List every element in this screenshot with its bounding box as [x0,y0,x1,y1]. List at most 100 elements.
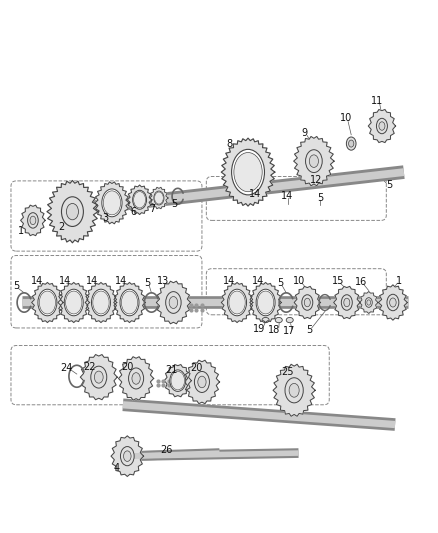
Ellipse shape [39,291,56,314]
Text: 5: 5 [317,192,323,203]
Text: 14: 14 [223,276,235,286]
Ellipse shape [171,372,184,390]
Polygon shape [80,354,117,400]
Ellipse shape [228,291,245,314]
Polygon shape [156,281,190,324]
Ellipse shape [233,152,261,192]
Polygon shape [149,187,168,209]
Text: 18: 18 [268,325,280,335]
Text: 20: 20 [121,362,133,373]
Polygon shape [378,285,406,320]
Polygon shape [21,205,45,236]
Ellipse shape [386,294,398,311]
Ellipse shape [61,197,83,227]
Ellipse shape [92,291,109,314]
Ellipse shape [289,383,298,397]
Ellipse shape [120,447,134,466]
Ellipse shape [286,318,293,322]
Text: 12: 12 [309,175,321,185]
Ellipse shape [343,298,349,307]
Ellipse shape [309,155,318,167]
Ellipse shape [366,300,370,305]
Ellipse shape [301,295,312,310]
Ellipse shape [257,291,273,314]
Ellipse shape [128,368,143,389]
Ellipse shape [123,451,131,462]
Ellipse shape [30,216,36,224]
Ellipse shape [94,371,103,383]
Ellipse shape [304,298,310,307]
Ellipse shape [91,366,106,388]
Text: 15: 15 [331,276,343,286]
Ellipse shape [165,292,181,313]
Ellipse shape [65,291,82,314]
Text: 5: 5 [306,325,312,335]
Text: 5: 5 [385,180,392,190]
Text: 20: 20 [190,364,202,373]
Ellipse shape [28,213,38,228]
Polygon shape [184,360,219,403]
Polygon shape [32,282,63,322]
Text: 14: 14 [251,276,264,286]
Polygon shape [359,292,377,313]
Ellipse shape [341,295,351,310]
Text: 5: 5 [276,278,283,288]
Text: 8: 8 [226,140,232,149]
Ellipse shape [102,189,122,217]
Polygon shape [118,357,153,400]
Ellipse shape [378,122,384,130]
Text: 3: 3 [102,213,108,223]
Ellipse shape [305,150,321,173]
Polygon shape [164,365,191,397]
Text: 14: 14 [281,191,293,201]
Ellipse shape [38,289,57,316]
Ellipse shape [154,192,163,204]
Polygon shape [47,181,98,243]
Text: 24: 24 [60,364,73,373]
Ellipse shape [227,289,246,316]
Ellipse shape [170,370,185,391]
Polygon shape [127,185,152,214]
Polygon shape [293,136,333,186]
Ellipse shape [132,190,146,209]
Polygon shape [113,282,145,322]
Ellipse shape [389,298,395,307]
Ellipse shape [64,289,83,316]
Text: 19: 19 [252,324,265,334]
Text: 16: 16 [354,277,366,287]
Ellipse shape [169,296,177,309]
Polygon shape [272,365,314,416]
Text: 6: 6 [131,207,137,217]
Polygon shape [221,138,274,206]
Text: 5: 5 [144,278,150,288]
Ellipse shape [275,318,282,322]
Text: 10: 10 [339,113,351,123]
Text: 25: 25 [281,367,293,377]
Ellipse shape [153,191,164,205]
Ellipse shape [103,191,120,215]
Text: 11: 11 [371,95,383,106]
Ellipse shape [91,289,110,316]
Text: 14: 14 [248,189,260,199]
Ellipse shape [364,297,371,308]
Ellipse shape [198,376,205,387]
Ellipse shape [121,291,138,314]
Polygon shape [293,286,320,319]
Text: 17: 17 [282,327,294,336]
Ellipse shape [120,289,139,316]
Polygon shape [111,436,143,477]
Ellipse shape [66,204,78,220]
Text: 13: 13 [157,276,169,286]
Text: 5: 5 [171,199,177,209]
Polygon shape [249,282,281,322]
Polygon shape [85,282,117,322]
Polygon shape [367,109,395,142]
Ellipse shape [194,372,209,392]
Polygon shape [333,286,359,319]
Ellipse shape [132,373,140,384]
Text: 7: 7 [149,204,155,214]
Text: 26: 26 [160,445,173,455]
Ellipse shape [375,118,387,134]
Text: 14: 14 [31,276,43,286]
Text: 22: 22 [84,362,96,373]
